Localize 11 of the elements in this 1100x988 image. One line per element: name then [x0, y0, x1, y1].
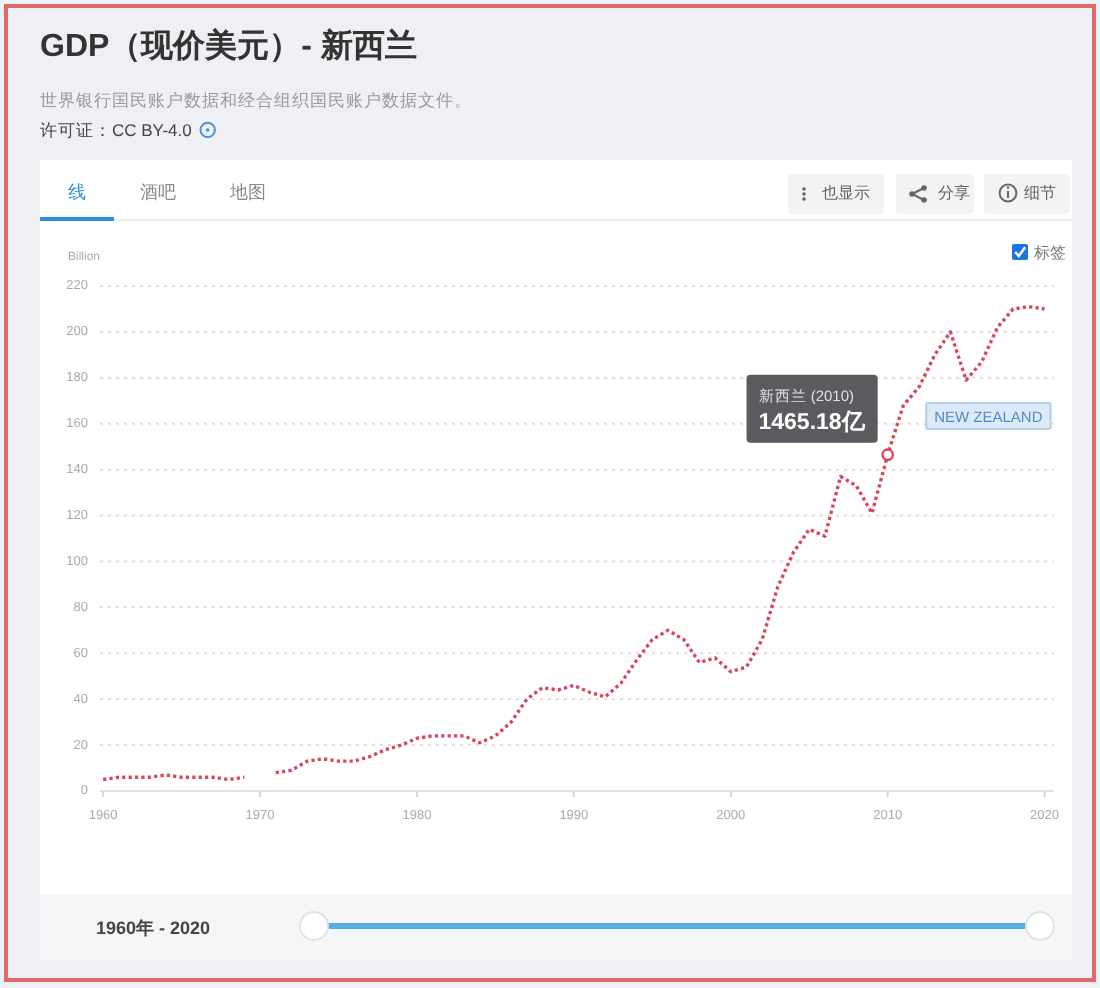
- chart-title: GDP（现价美元）- 新西兰: [40, 26, 417, 64]
- chart-subtitle: 世界银行国民账户数据和经合组织国民账户数据文件。: [40, 90, 472, 110]
- text: 标签: [1032, 244, 1066, 262]
- text: 1960年 - 2020: [96, 918, 211, 938]
- text: 线: [68, 182, 86, 202]
- text: 也显示: [822, 184, 870, 202]
- text: 许可证：CC BY-4.0: [40, 120, 193, 140]
- text: 地图: [228, 182, 266, 202]
- text: 酒吧: [140, 182, 176, 202]
- text: 细节: [1024, 184, 1056, 202]
- text: 分享: [938, 184, 970, 202]
